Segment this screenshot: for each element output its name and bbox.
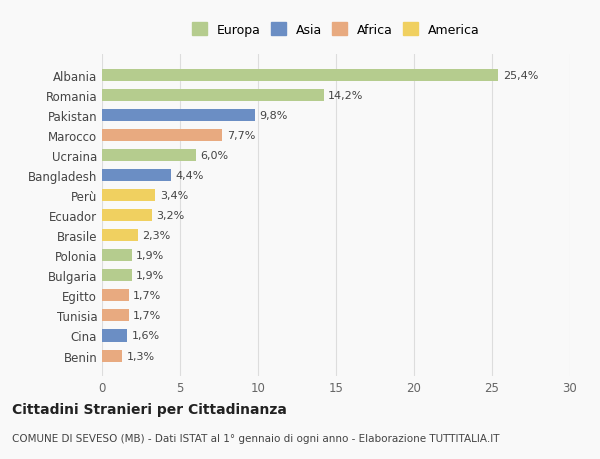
Text: 9,8%: 9,8% [260,111,288,121]
Text: Cittadini Stranieri per Cittadinanza: Cittadini Stranieri per Cittadinanza [12,402,287,416]
Bar [102,350,122,362]
Bar [102,150,196,162]
Text: 1,6%: 1,6% [131,331,160,341]
Bar [102,70,498,82]
Text: 25,4%: 25,4% [503,71,538,81]
Text: 2,3%: 2,3% [143,231,171,241]
Text: 1,9%: 1,9% [136,251,164,261]
Bar [102,230,138,242]
Legend: Europa, Asia, Africa, America: Europa, Asia, Africa, America [188,20,484,41]
Text: 4,4%: 4,4% [175,171,203,181]
Text: 1,3%: 1,3% [127,351,155,361]
Text: 1,7%: 1,7% [133,291,161,301]
Bar [102,170,170,182]
Text: 6,0%: 6,0% [200,151,229,161]
Bar [102,90,323,102]
Bar [102,130,222,142]
Bar [102,190,155,202]
Bar [102,290,128,302]
Text: 3,4%: 3,4% [160,191,188,201]
Bar [102,110,255,122]
Bar [102,250,131,262]
Text: 1,7%: 1,7% [133,311,161,321]
Text: 14,2%: 14,2% [328,91,364,101]
Text: 7,7%: 7,7% [227,131,255,141]
Bar [102,330,127,342]
Text: COMUNE DI SEVESO (MB) - Dati ISTAT al 1° gennaio di ogni anno - Elaborazione TUT: COMUNE DI SEVESO (MB) - Dati ISTAT al 1°… [12,433,499,442]
Bar [102,210,152,222]
Bar [102,310,128,322]
Bar [102,270,131,282]
Text: 3,2%: 3,2% [157,211,185,221]
Text: 1,9%: 1,9% [136,271,164,281]
